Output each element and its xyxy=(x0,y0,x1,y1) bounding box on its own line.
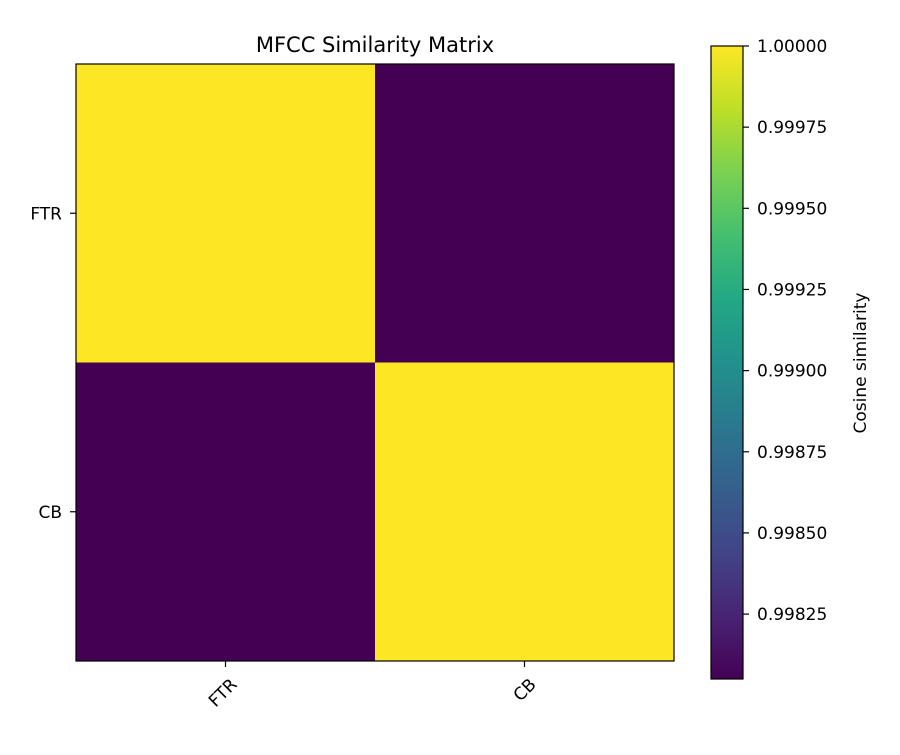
colorbar-tick-label: 0.99825 xyxy=(757,605,827,625)
heatmap-cell xyxy=(375,362,675,662)
colorbar-tick-label: 0.99850 xyxy=(757,524,827,544)
colorbar-label: Cosine similarity xyxy=(851,293,871,434)
plot-frame xyxy=(75,63,675,662)
chart-title: MFCC Similarity Matrix xyxy=(256,33,494,57)
colorbar-tick-label: 1.00000 xyxy=(757,37,827,57)
colorbar xyxy=(710,45,744,680)
y-tick-label: CB xyxy=(38,503,62,523)
colorbar-tick-label: 0.99975 xyxy=(757,118,827,138)
heatmap-cell xyxy=(76,362,376,662)
x-tick-label: CB xyxy=(510,675,541,706)
x-tick-label: FTR xyxy=(205,675,242,712)
heatmap-cell xyxy=(76,64,376,363)
colorbar-tick-label: 0.99925 xyxy=(757,280,827,300)
colorbar-tick-label: 0.99900 xyxy=(757,362,827,382)
colorbar-tick-label: 0.99875 xyxy=(757,443,827,463)
colorbar-tick-label: 0.99950 xyxy=(757,199,827,219)
y-tick-label: FTR xyxy=(30,204,62,224)
heatmap-cell xyxy=(375,64,675,363)
